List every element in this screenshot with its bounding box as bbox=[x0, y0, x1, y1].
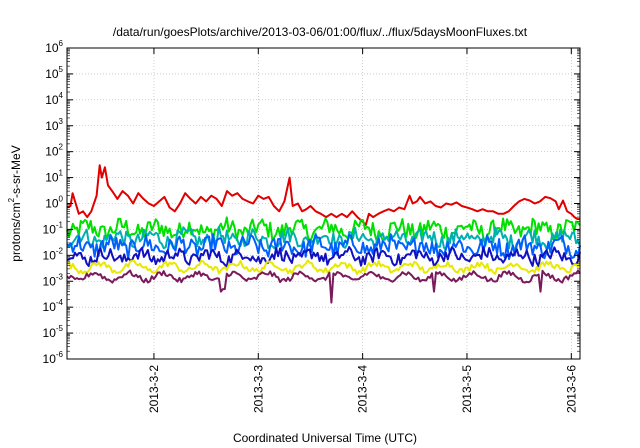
y-tick-label: 10-5 bbox=[43, 324, 64, 340]
x-axis-label: Coordinated Universal Time (UTC) bbox=[233, 431, 417, 445]
plot-frame bbox=[66, 47, 581, 360]
y-tick-label: 10-1 bbox=[43, 220, 64, 236]
series-line-6 bbox=[66, 259, 581, 275]
y-tick-label: 103 bbox=[45, 117, 63, 133]
x-axis-ticks: 2013-3-2 2013-3-3 2013-3-4 2013-3-5 2013-3-6 bbox=[147, 48, 578, 413]
series-line-3 bbox=[66, 225, 581, 251]
y-axis-label: protons/cm2-s-sr-MeV bbox=[7, 145, 23, 261]
y-tick-label: 10-3 bbox=[43, 272, 64, 288]
x-tick-label: 2013-3-2 bbox=[147, 365, 161, 413]
y-tick-label: 100 bbox=[45, 195, 63, 211]
chart-title: /data/run/goesPlots/archive/2013-03-06/0… bbox=[113, 25, 528, 39]
y-tick-label: 10-6 bbox=[43, 350, 64, 366]
series-line-4 bbox=[66, 233, 581, 261]
x-tick-label: 2013-3-5 bbox=[460, 365, 474, 413]
y-tick-label: 105 bbox=[45, 65, 63, 81]
y-tick-label: 106 bbox=[45, 39, 63, 55]
y-tick-label: 10-4 bbox=[43, 298, 64, 314]
y-axis-ticks: 106 105 104 103 102 101 100 10-1 10-2 10-3 10-4 10-… bbox=[43, 39, 580, 366]
series-lines bbox=[66, 164, 581, 304]
grid-lines bbox=[67, 47, 580, 360]
y-tick-label: 102 bbox=[45, 143, 63, 159]
x-tick-label: 2013-3-6 bbox=[564, 365, 578, 413]
series-line-1 bbox=[66, 164, 580, 226]
y-tick-label: 10-2 bbox=[43, 246, 64, 262]
y-tick-label: 101 bbox=[45, 169, 63, 185]
y-tick-label: 104 bbox=[45, 91, 63, 107]
x-tick-label: 2013-3-4 bbox=[356, 365, 370, 413]
series-line-7 bbox=[66, 269, 581, 304]
x-tick-label: 2013-3-3 bbox=[251, 365, 265, 413]
series-line-5 bbox=[66, 246, 581, 268]
